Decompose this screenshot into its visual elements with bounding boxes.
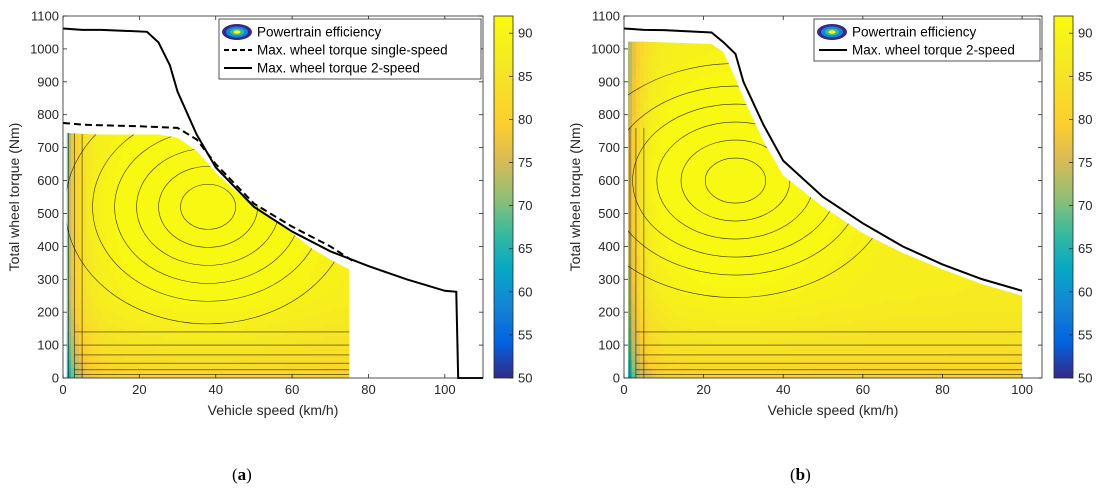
legend-entry: Powertrain efficiency	[852, 25, 977, 40]
colorbar-tick-label: 80	[518, 112, 532, 127]
colorbar-tick-label: 50	[518, 371, 532, 386]
legend-entry: Powertrain efficiency	[257, 25, 382, 40]
colorbar-tick-label: 85	[518, 69, 532, 84]
chart-panel-b: 0 20 40 60 80 1000100200300400500600700800900…	[567, 9, 1092, 419]
series-line-a-1	[62, 27, 483, 379]
legend-entry: Max. wheel torque single-speed	[257, 43, 448, 58]
y-tick-label: 800	[598, 107, 620, 122]
colorbar-tick-label: 55	[1078, 327, 1092, 342]
x-tick-label: 20	[696, 382, 710, 397]
colorbar-tick-label: 60	[518, 284, 532, 299]
y-tick-label: 0	[52, 371, 59, 386]
colorbar-tick-label: 75	[518, 155, 532, 170]
legend-entry: Max. wheel torque 2-speed	[257, 61, 420, 76]
colorbar-tick-label: 70	[1078, 198, 1092, 213]
legend-b: Powertrain efficiency Max. wheel torque 2…	[813, 18, 1041, 62]
colorbar-tick-label: 80	[1078, 112, 1092, 127]
x-tick-label: 100	[434, 382, 456, 397]
x-tick-label: 20	[132, 382, 146, 397]
y-tick-label: 200	[37, 305, 59, 320]
colorbar-gradient	[1053, 15, 1074, 379]
legend-box	[813, 18, 1041, 62]
y-tick-label: 400	[37, 239, 59, 254]
x-tick-label: 80	[361, 382, 375, 397]
x-tick-label: 100	[1011, 382, 1033, 397]
y-tick-label: 800	[37, 107, 59, 122]
colorbar-tick-label: 65	[1078, 241, 1092, 256]
caption-a: (a)	[232, 465, 252, 484]
caption-b: (b)	[790, 465, 811, 484]
colorbar-a: 50 55 60 65 70 75 80 85 90	[493, 15, 532, 386]
legend-contour-icon	[222, 24, 252, 40]
y-tick-label: 500	[37, 206, 59, 221]
colorbar-tick-label: 60	[1078, 284, 1092, 299]
legend-box	[218, 18, 482, 80]
y-tick-label: 900	[598, 74, 620, 89]
y-tick-label: 600	[37, 173, 59, 188]
x-tick-label: 0	[620, 382, 627, 397]
y-tick-label: 500	[598, 206, 620, 221]
y-tick-label: 900	[37, 74, 59, 89]
colorbar-b: 50 55 60 65 70 75 80 85 90	[1053, 15, 1092, 386]
y-tick-label: 1000	[30, 41, 59, 56]
colorbar-tick-label: 90	[518, 26, 532, 41]
y-tick-label: 300	[598, 272, 620, 287]
y-tick-label: 100	[598, 338, 620, 353]
y-tick-label: 0	[613, 371, 620, 386]
y-tick-label: 700	[598, 140, 620, 155]
x-tick-label: 40	[208, 382, 222, 397]
y-axis-label: Total wheel torque (Nm)	[567, 123, 583, 272]
x-tick-label: 0	[59, 382, 66, 397]
x-tick-label: 80	[935, 382, 949, 397]
series-line-b-0	[623, 27, 1023, 292]
legend-a: Powertrain efficiency Max. wheel torque s…	[218, 18, 482, 80]
y-tick-label: 200	[598, 305, 620, 320]
legend-entry: Max. wheel torque 2-speed	[852, 43, 1015, 58]
x-tick-label: 60	[856, 382, 870, 397]
chart-panel-a: 0 20 40 60 80 1000100200300400500600700800900…	[6, 9, 532, 419]
colorbar-tick-label: 75	[1078, 155, 1092, 170]
y-tick-label: 300	[37, 272, 59, 287]
caption-a-letter: a	[237, 465, 247, 484]
y-tick-label: 700	[37, 140, 59, 155]
x-axis-label: Vehicle speed (km/h)	[208, 402, 339, 418]
colorbar-tick-label: 70	[518, 198, 532, 213]
colorbar-tick-label: 65	[518, 241, 532, 256]
axes-frame-b	[623, 15, 1043, 379]
axes-frame-a	[62, 15, 484, 379]
y-axis-label: Total wheel torque (Nm)	[6, 123, 22, 272]
x-axis-label: Vehicle speed (km/h)	[768, 402, 899, 418]
y-tick-label: 600	[598, 173, 620, 188]
x-tick-label: 40	[776, 382, 790, 397]
y-tick-label: 100	[37, 338, 59, 353]
colorbar-gradient	[493, 15, 514, 379]
colorbar-tick-label: 85	[1078, 69, 1092, 84]
x-tick-label: 60	[285, 382, 299, 397]
y-tick-label: 1100	[31, 9, 59, 24]
legend-contour-icon	[817, 24, 847, 40]
y-tick-label: 1100	[592, 9, 620, 24]
series-line-a-0	[62, 121, 354, 263]
y-tick-label: 1000	[591, 41, 620, 56]
caption-b-letter: b	[795, 465, 806, 484]
colorbar-tick-label: 50	[1078, 371, 1092, 386]
colorbar-tick-label: 55	[518, 327, 532, 342]
colorbar-tick-label: 90	[1078, 26, 1092, 41]
y-tick-label: 400	[598, 239, 620, 254]
